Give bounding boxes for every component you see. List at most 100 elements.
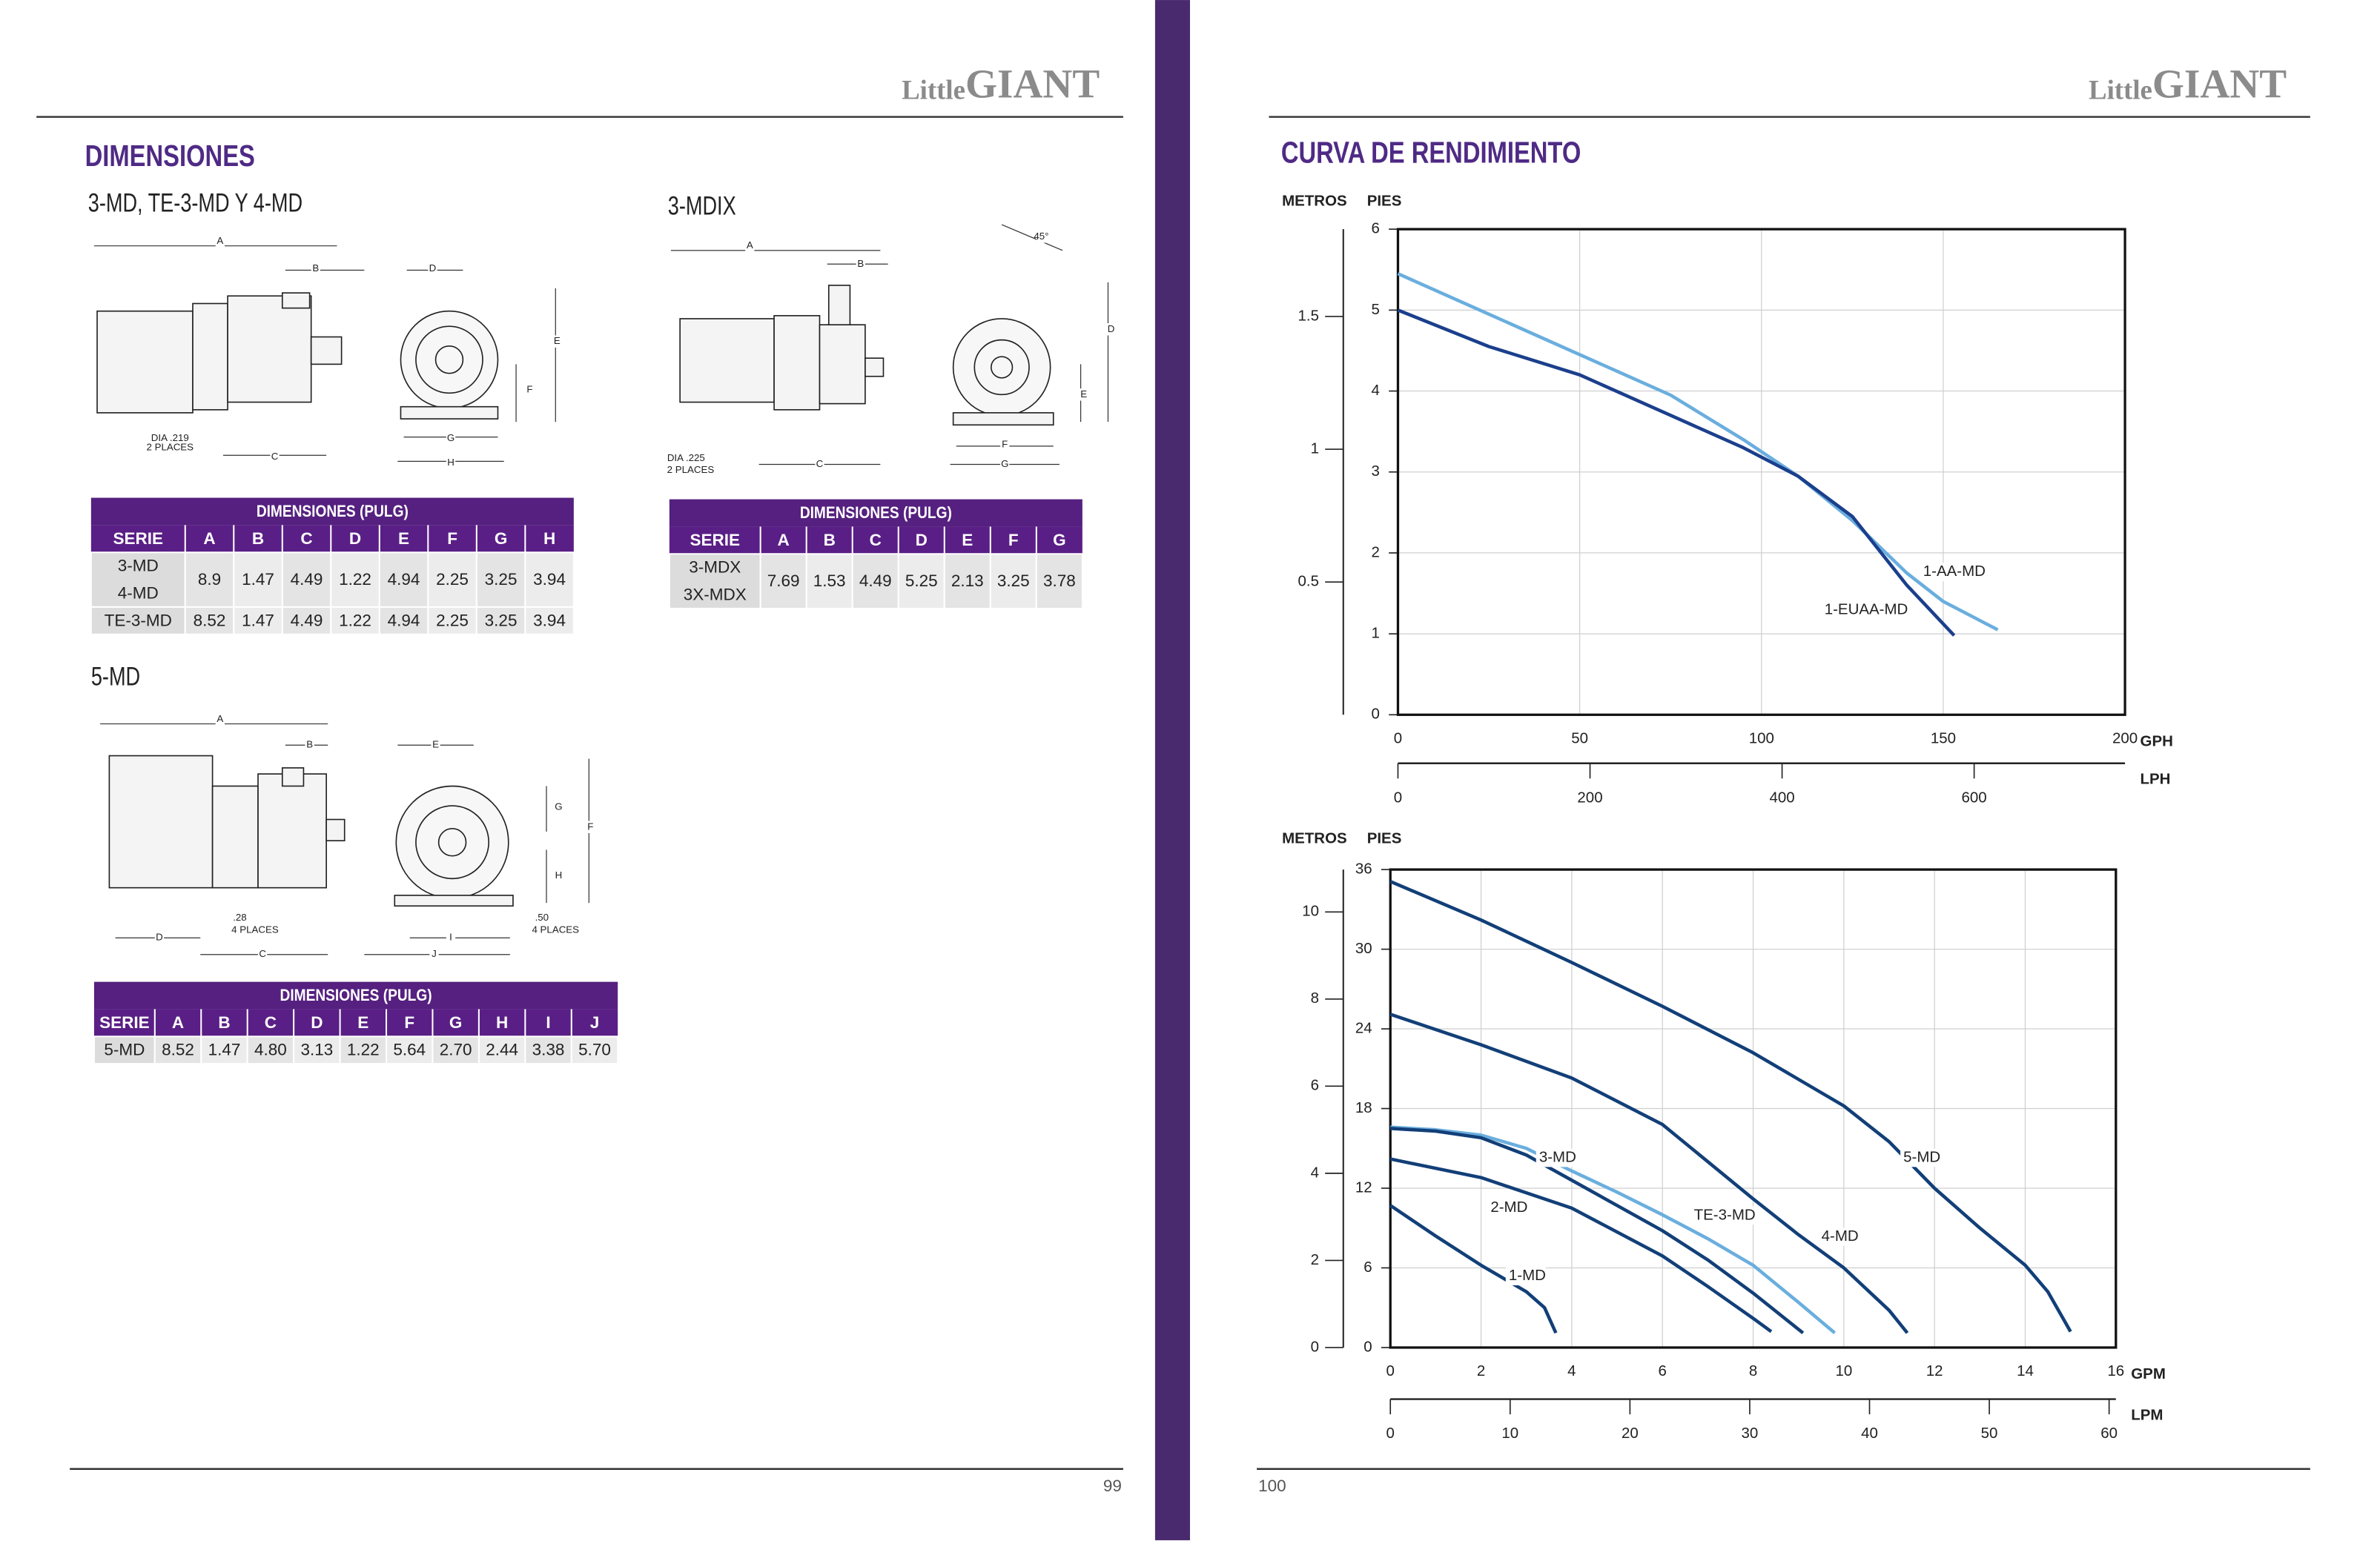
spine [1154, 0, 1190, 1540]
label-bg [446, 932, 456, 944]
x2-tick-label: 10 [1501, 1425, 1518, 1442]
series-label-bg [1690, 1206, 1757, 1225]
x2-tick-label: 20 [1622, 1425, 1639, 1442]
drawing-part [310, 336, 343, 365]
label-bg [165, 441, 175, 454]
drawing-part [281, 767, 305, 787]
table-header-cell: E [962, 531, 973, 549]
series-label-bg [1821, 600, 1904, 620]
dimension-label: B [306, 739, 313, 750]
serie-name: TE-3-MD [105, 611, 172, 629]
series-label: TE-3-MD [1694, 1206, 1756, 1223]
label-bg [154, 932, 165, 944]
table-header-cell: F [404, 1013, 414, 1032]
x2-tick-label: 400 [1769, 789, 1794, 806]
brand-small: Little [902, 74, 965, 105]
table-cell [339, 1036, 388, 1065]
label-bg [235, 912, 245, 924]
table-cell [943, 553, 991, 609]
page-number: 100 [1258, 1477, 1286, 1495]
table-header-cell: SERIE [690, 531, 740, 549]
y-tick-label: 12 [1355, 1179, 1372, 1196]
table-cell-value: 3.25 [997, 571, 1030, 590]
x-tick-label: 0 [1394, 729, 1402, 746]
table-header-cell: SERIE [113, 529, 164, 548]
table-cell-value: 1.22 [339, 611, 371, 629]
table-cell-value: 1.22 [347, 1041, 380, 1059]
drawing-part [394, 895, 514, 907]
table-caption: DIMENSIONES (PULG) [800, 504, 952, 523]
dimension-label: F [526, 384, 532, 395]
table-cell-value: 8.52 [162, 1041, 194, 1059]
plot-frame [1389, 868, 2118, 1349]
x-tick-label: 200 [2112, 729, 2138, 746]
x2-tick-label: 60 [2100, 1425, 2118, 1442]
table-cell-value: 5.70 [578, 1041, 611, 1059]
table-header-cell: C [870, 531, 882, 549]
serie-name: 3-MD [118, 557, 159, 575]
table-cell [378, 606, 429, 635]
table-header-cell: D [916, 531, 928, 549]
series-line [1390, 1127, 1805, 1335]
table-header-cell: E [357, 1013, 368, 1032]
table-cell-value: 3.94 [533, 611, 566, 629]
model-title: 3-MDIX [668, 191, 736, 220]
series-label-bg [1920, 563, 1986, 582]
dimension-label: D [429, 262, 437, 274]
dimension-label: DIA .225 [667, 452, 705, 463]
series-label: 1-AA-MD [1923, 563, 1986, 580]
label-bg [446, 457, 456, 469]
label-bg [305, 739, 314, 752]
table-cell-value: 4.94 [388, 611, 420, 629]
table-header-cell: I [546, 1013, 550, 1032]
y-tick-label: 3 [1372, 463, 1380, 480]
table-header-cell: D [311, 1013, 323, 1032]
table-cell-value: 1.47 [242, 570, 274, 589]
drawing-part [990, 356, 1014, 379]
dimension-label: 2 PLACES [667, 464, 715, 475]
x-tick-label: 8 [1749, 1362, 1757, 1379]
table-cell [330, 606, 380, 635]
table-cell-value: 1.47 [208, 1041, 241, 1059]
series-line [1390, 1125, 1837, 1334]
series-line [1389, 1157, 1773, 1333]
table-header-bg [93, 1009, 618, 1037]
y2-tick-label: 4 [1311, 1164, 1319, 1181]
table-cell [759, 553, 807, 609]
x2-tick-label: 600 [1962, 789, 1987, 806]
table-caption: DIMENSIONES (PULG) [257, 503, 409, 521]
y2-tick-label: 6 [1311, 1077, 1319, 1094]
model-title: 5-MD [91, 662, 140, 691]
label-bg [1106, 323, 1116, 336]
y2-tick-label: 0.5 [1298, 573, 1319, 590]
serie-name: 4-MD [118, 583, 159, 602]
table-header-cell: G [1053, 531, 1066, 549]
table-cell [427, 606, 477, 635]
label-bg [311, 262, 320, 275]
drawing-part [325, 818, 346, 842]
x2-tick-label: 0 [1386, 1425, 1395, 1442]
x2-tick-label: 200 [1577, 789, 1602, 806]
drawing-part [108, 755, 214, 889]
drawing-part [437, 827, 467, 857]
y-tick-label: 4 [1372, 382, 1380, 399]
label-bg [215, 713, 225, 726]
table-cell [475, 551, 526, 608]
dimension-label: 2 PLACES [146, 441, 194, 452]
y-tick-label: 0 [1372, 706, 1380, 723]
table-cell [851, 553, 899, 609]
table-cell [385, 1036, 434, 1065]
x2-tick-label: 50 [1981, 1425, 1998, 1442]
dimension-label: C [271, 451, 279, 462]
y2-axis-title: METROS [1282, 193, 1347, 210]
page-heading: CURVA DE RENDIMIENTO [1281, 135, 1581, 169]
table-header-cell: C [300, 529, 312, 548]
x-axis-title: GPM [2131, 1365, 2166, 1382]
dimension-label: DIA .219 [151, 432, 189, 443]
label-bg [1000, 438, 1010, 451]
y-tick-label: 1 [1372, 624, 1380, 641]
dimension-label: B [312, 262, 319, 274]
series-label: 1-MD [1509, 1267, 1546, 1284]
x2-axis-title: LPH [2141, 771, 2171, 788]
